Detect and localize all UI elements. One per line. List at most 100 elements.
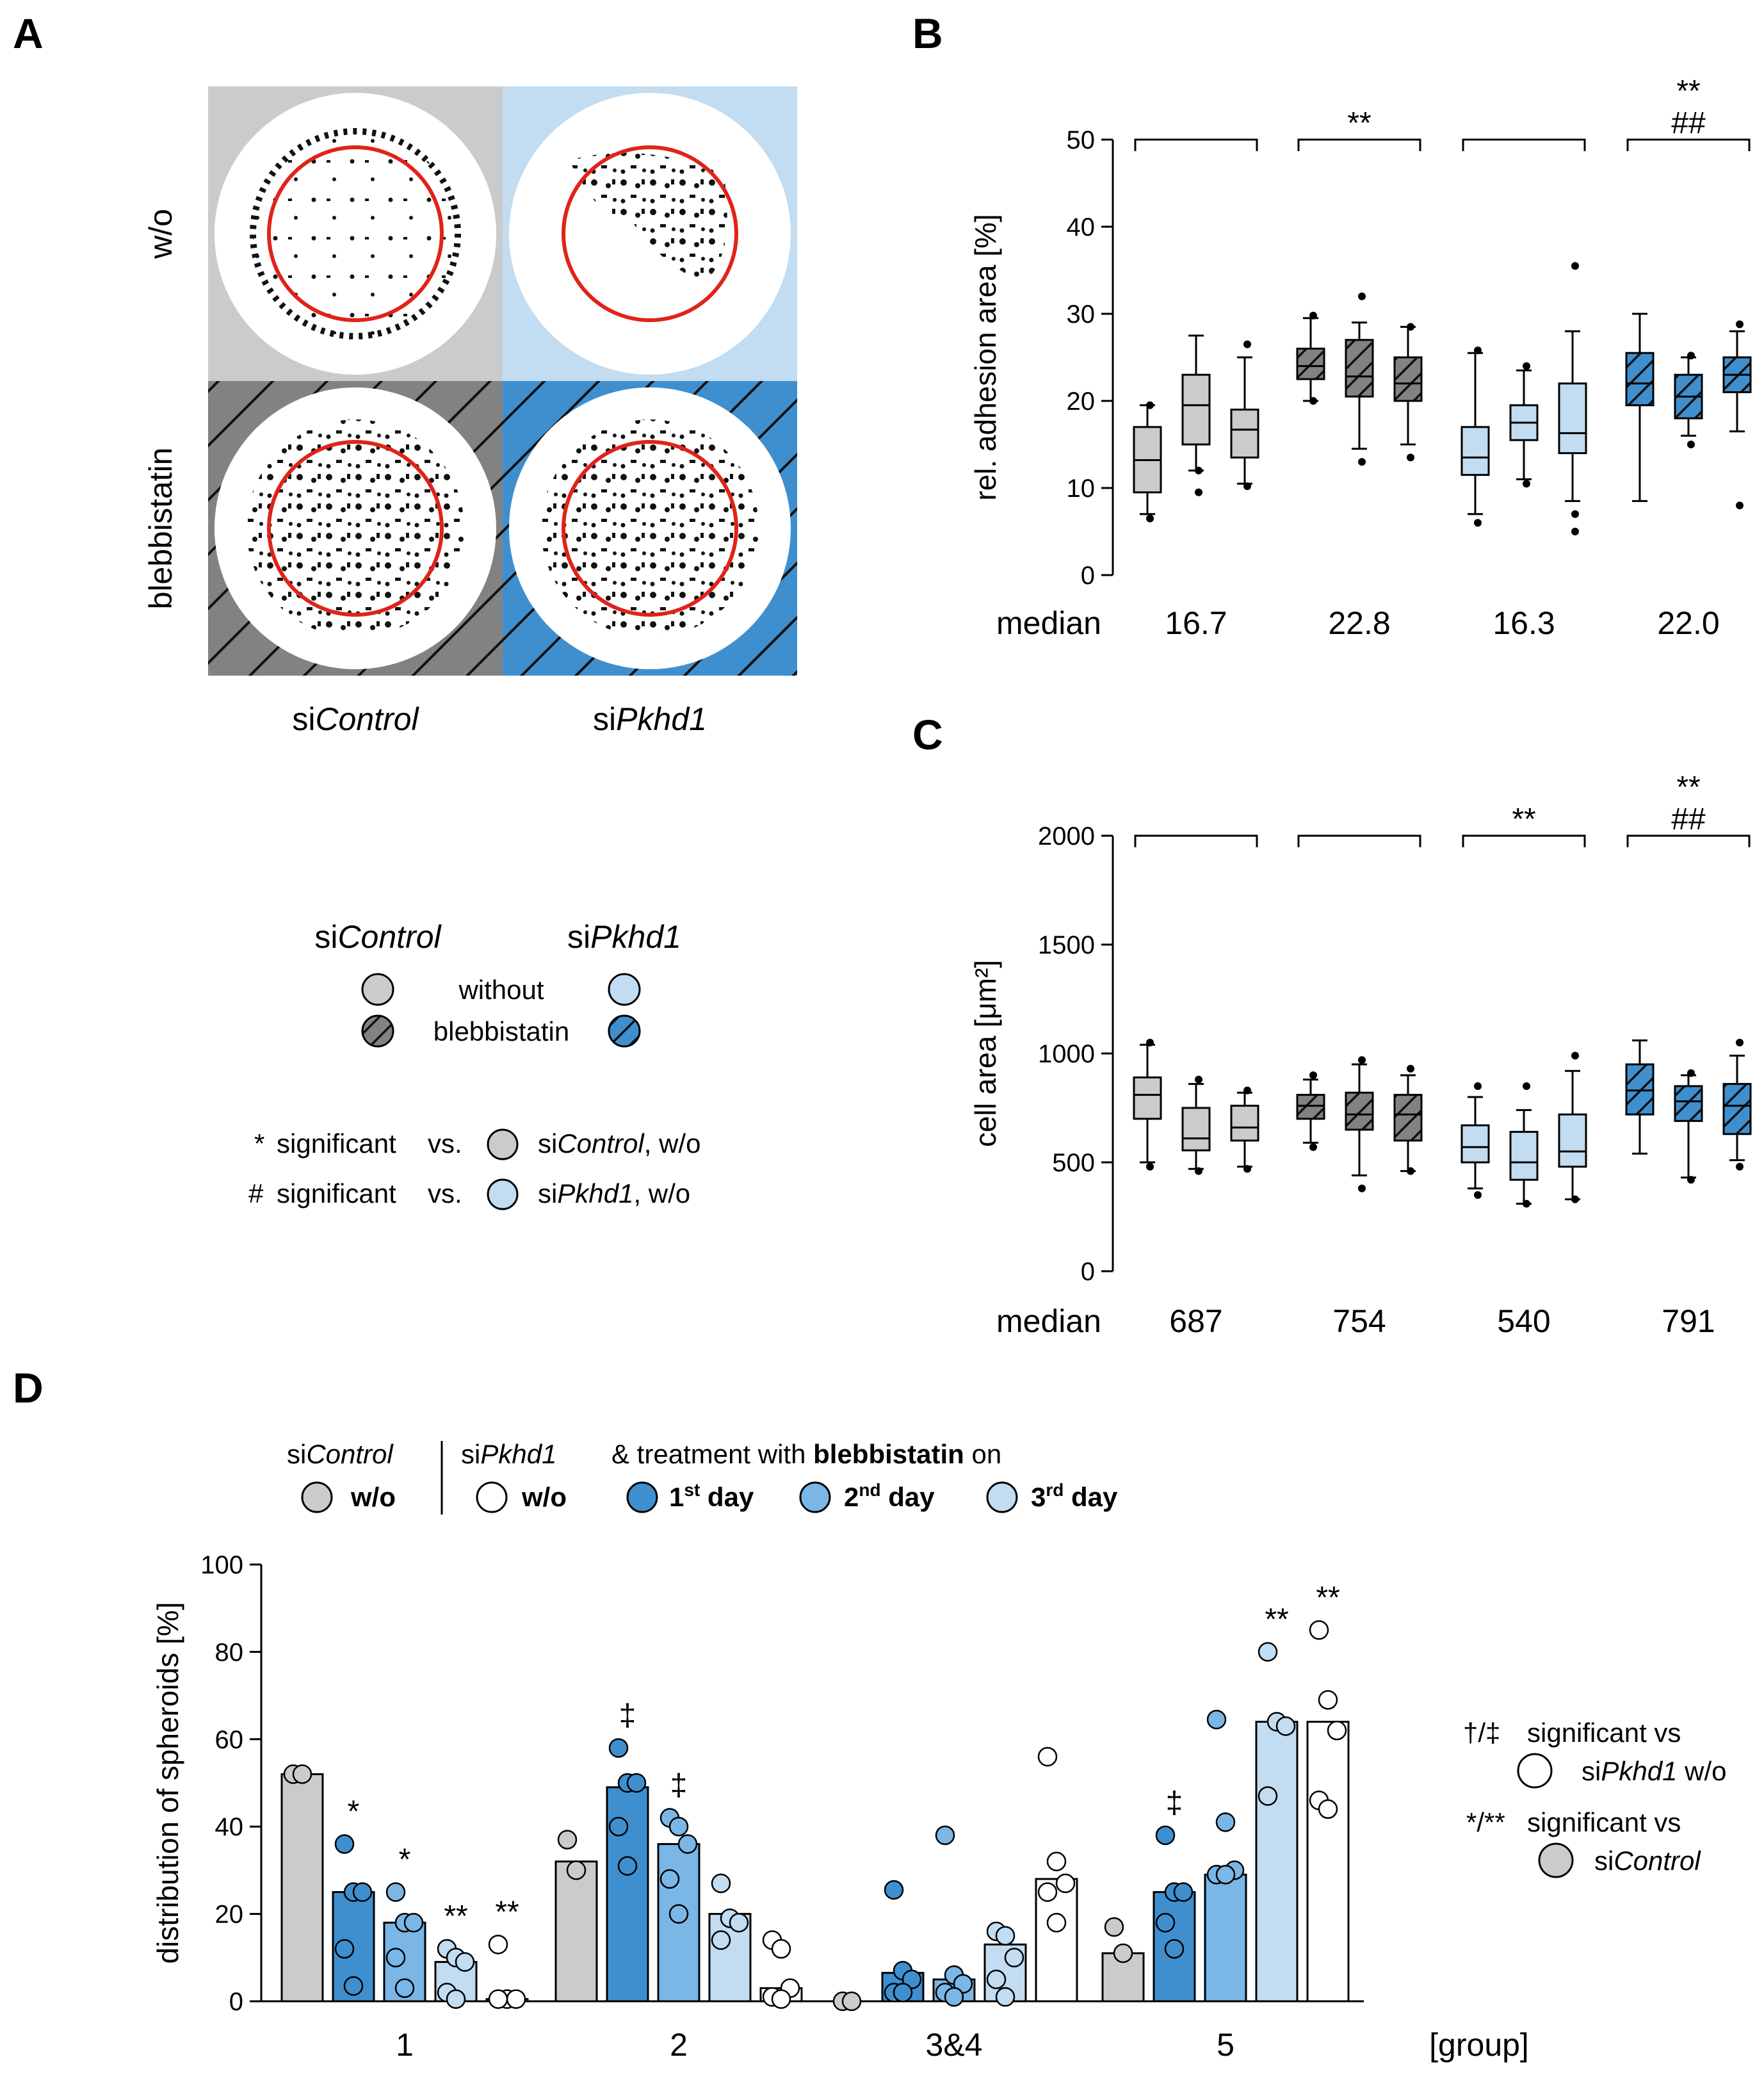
significance-mark: **	[1512, 802, 1535, 836]
y-tick-label: 1000	[1038, 1040, 1095, 1068]
y-tick-label: 100	[200, 1551, 243, 1579]
data-point	[403, 1912, 424, 1933]
group-bracket	[1297, 834, 1421, 847]
outlier-point	[1687, 441, 1695, 448]
outlier-point	[1474, 1082, 1482, 1090]
outlier-point	[1146, 1039, 1154, 1046]
box	[1625, 352, 1655, 407]
legend-d-significance: †/‡ significant vs siPkhd1 w/o */** sign…	[1463, 1718, 1726, 1878]
significance-mark: **	[1265, 1602, 1288, 1636]
significance-mark: **	[444, 1899, 467, 1933]
cell-adhesion-rim	[250, 128, 461, 339]
significance-mark: **	[1676, 74, 1700, 108]
outlier-point	[1571, 1195, 1579, 1203]
data-point	[986, 1969, 1007, 1990]
data-point	[1004, 1947, 1024, 1968]
outlier-point	[1358, 458, 1366, 466]
box	[1230, 1105, 1259, 1142]
data-point	[566, 1860, 587, 1880]
data-point	[1258, 1642, 1278, 1662]
chart-b: 0 10 20 30 40 50 rel. adhesion area [%] median 1…	[969, 74, 1752, 641]
box	[1296, 347, 1325, 380]
legend-d-sicontrol: siControl	[287, 1439, 394, 1469]
x-tick-label: 2	[670, 2027, 688, 2063]
data-point	[1309, 1620, 1329, 1640]
outlier-point	[1358, 1056, 1366, 1064]
y-axis-label: distribution of spheroids [%]	[151, 1602, 184, 1963]
box	[1722, 1083, 1752, 1135]
outlier-point	[1243, 482, 1251, 491]
row-label-wo: w/o	[143, 209, 179, 259]
box	[1345, 339, 1374, 398]
sig-vs: vs.	[428, 1178, 462, 1208]
data-point	[1155, 1912, 1176, 1933]
cell-adhesion-pattern	[541, 419, 759, 637]
legend-d-swatch-day1	[626, 1481, 658, 1513]
outlier-point	[1309, 397, 1317, 405]
panel-label-a: A	[13, 10, 44, 57]
legend-d-sipkhd1: siPkhd1	[461, 1439, 556, 1469]
col-label-sipkhd1: siPkhd1	[593, 701, 707, 737]
reference-circle	[562, 145, 738, 322]
bar	[554, 1860, 598, 2003]
data-point	[1275, 1716, 1296, 1736]
significance-mark: ‡	[619, 1698, 636, 1732]
data-point	[668, 1816, 689, 1837]
panel-a-images: w/o blebbistatin siControl siPkhd1	[143, 86, 797, 737]
box	[1674, 1085, 1703, 1122]
panel-label-d: D	[13, 1364, 44, 1411]
legend-without: without	[458, 975, 544, 1005]
legend-d-label-pkhd1: w/o	[521, 1482, 567, 1512]
y-tick-label: 0	[229, 1988, 243, 2016]
y-axis-label: rel. adhesion area [%]	[969, 214, 1002, 501]
data-point	[893, 1983, 913, 2003]
x-tick-label: 5	[1217, 2027, 1234, 2063]
outlier-point	[1358, 292, 1366, 300]
significance-mark: *	[399, 1843, 411, 1877]
y-tick-label: 30	[1067, 300, 1096, 329]
outlier-point	[1571, 1052, 1579, 1060]
significance-mark: ‡	[670, 1769, 688, 1803]
legend-header-sicontrol: siControl	[314, 919, 442, 955]
sig-text: significant	[277, 1128, 396, 1158]
outlier-point	[1474, 346, 1482, 355]
data-point	[1173, 1882, 1194, 1902]
legend-swatch-control-wo	[361, 973, 394, 1006]
median-label: median	[996, 1303, 1101, 1339]
data-point	[292, 1764, 312, 1784]
y-tick-label: 50	[1067, 126, 1096, 154]
legend-blebbistatin: blebbistatin	[433, 1016, 569, 1046]
sig-text: significant vs	[1527, 1718, 1681, 1748]
y-tick-label: 40	[1067, 213, 1096, 241]
box	[1509, 1130, 1539, 1181]
legend-d-label-day1: 1st day	[669, 1480, 754, 1512]
median-value: 22.0	[1657, 605, 1719, 641]
y-tick-label: 0	[1081, 1258, 1095, 1286]
significance-mark: *	[348, 1794, 360, 1828]
data-point	[711, 1873, 731, 1894]
box	[1133, 1076, 1162, 1120]
y-tick-label: 60	[215, 1726, 244, 1754]
outlier-point	[1407, 323, 1414, 331]
data-point	[1164, 1939, 1185, 1959]
sig-swatch-control	[1538, 1842, 1574, 1878]
reference-circle	[562, 440, 738, 617]
group-bracket	[1134, 138, 1258, 151]
outlier-point	[1523, 1199, 1530, 1208]
outlier-point	[1407, 453, 1414, 462]
data-point	[334, 1834, 355, 1854]
outlier-point	[1571, 262, 1579, 270]
data-point	[488, 1935, 508, 1955]
outlier-point	[1243, 340, 1251, 348]
legend-swatch-control-blebbistatin	[361, 1014, 394, 1048]
data-point	[711, 1930, 731, 1950]
significance-mark: **	[495, 1895, 519, 1929]
median-value: 687	[1169, 1303, 1222, 1339]
significance-mark: **	[1316, 1581, 1339, 1614]
box	[1558, 1113, 1587, 1168]
data-point	[659, 1869, 680, 1889]
data-point	[841, 1991, 862, 2012]
outlier-point	[1474, 1191, 1482, 1199]
x-axis-label: [group]	[1429, 2027, 1529, 2063]
significance-mark: ‡	[1166, 1786, 1183, 1820]
